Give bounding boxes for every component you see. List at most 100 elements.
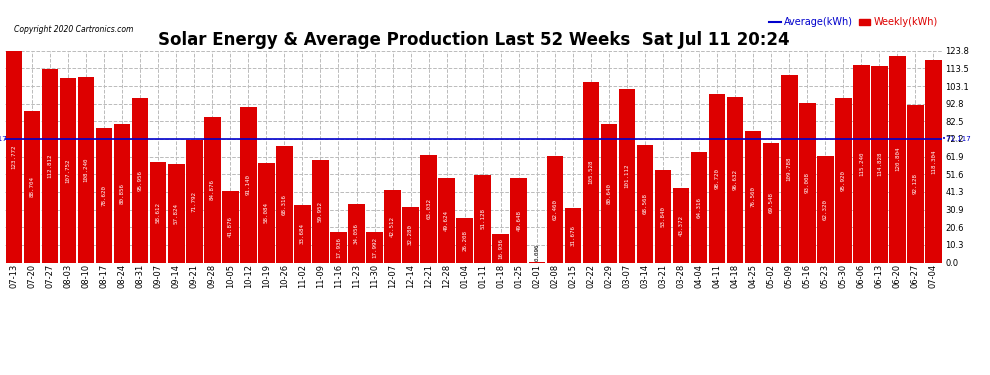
Text: 53.840: 53.840 <box>660 206 665 227</box>
Text: 71.792: 71.792 <box>192 190 197 211</box>
Text: 80.640: 80.640 <box>607 183 612 204</box>
Text: 95.920: 95.920 <box>841 170 845 191</box>
Bar <box>817 156 834 262</box>
Bar <box>889 56 906 262</box>
Bar <box>42 69 58 262</box>
Bar <box>186 140 203 262</box>
Text: 51.128: 51.128 <box>480 208 485 229</box>
Title: Solar Energy & Average Production Last 52 Weeks  Sat Jul 11 20:24: Solar Energy & Average Production Last 5… <box>157 31 790 49</box>
Text: 112.812: 112.812 <box>48 154 52 178</box>
Bar <box>132 98 148 262</box>
Bar <box>6 51 22 262</box>
Text: 33.684: 33.684 <box>300 223 305 244</box>
Bar <box>421 154 437 262</box>
Text: 43.372: 43.372 <box>678 215 683 236</box>
Bar <box>871 66 888 262</box>
Text: 63.032: 63.032 <box>426 198 431 219</box>
Text: 109.788: 109.788 <box>787 156 792 181</box>
Bar <box>204 117 221 262</box>
Bar <box>763 144 779 262</box>
Bar <box>727 97 743 262</box>
Text: 84.876: 84.876 <box>210 179 215 200</box>
Bar <box>709 93 726 262</box>
Bar <box>926 60 941 262</box>
Bar <box>781 75 798 262</box>
Bar <box>258 163 274 262</box>
Text: 114.828: 114.828 <box>877 152 882 177</box>
Text: 95.956: 95.956 <box>138 170 143 191</box>
Text: 105.528: 105.528 <box>588 160 593 184</box>
Text: 96.632: 96.632 <box>733 169 738 190</box>
Text: 98.720: 98.720 <box>715 168 720 189</box>
Bar <box>601 124 617 262</box>
Bar <box>474 175 491 262</box>
Text: 88.704: 88.704 <box>30 176 35 197</box>
Bar <box>331 232 346 262</box>
Bar <box>168 164 184 262</box>
Text: 0.096: 0.096 <box>535 243 540 261</box>
Bar <box>546 156 563 262</box>
Text: •71.117: •71.117 <box>942 136 971 142</box>
Bar <box>240 106 256 262</box>
Text: 41.876: 41.876 <box>228 216 233 237</box>
Bar <box>276 146 293 262</box>
Text: 58.084: 58.084 <box>264 202 269 223</box>
Text: 93.008: 93.008 <box>805 172 810 194</box>
Bar <box>348 204 365 262</box>
Bar <box>24 111 41 262</box>
Text: 101.112: 101.112 <box>625 164 630 188</box>
Bar <box>312 160 329 262</box>
Text: 32.280: 32.280 <box>408 224 413 245</box>
Bar <box>439 178 455 262</box>
Bar <box>691 152 708 262</box>
Text: 34.056: 34.056 <box>354 223 359 244</box>
Text: 64.316: 64.316 <box>697 197 702 218</box>
Bar <box>294 205 311 262</box>
Text: 115.240: 115.240 <box>859 152 864 176</box>
Text: 59.952: 59.952 <box>318 201 323 222</box>
Bar <box>402 207 419 262</box>
Text: 80.856: 80.856 <box>120 183 125 204</box>
Bar <box>673 188 689 262</box>
Bar <box>96 128 113 262</box>
Text: 17.992: 17.992 <box>372 237 377 258</box>
Bar <box>511 177 527 262</box>
Text: 68.568: 68.568 <box>643 194 647 214</box>
Text: 62.460: 62.460 <box>552 198 557 219</box>
Text: 108.240: 108.240 <box>83 158 88 182</box>
Text: Copyright 2020 Cartronics.com: Copyright 2020 Cartronics.com <box>14 25 134 34</box>
Bar <box>799 104 816 262</box>
Bar <box>384 190 401 262</box>
Bar <box>582 82 599 262</box>
Text: 42.512: 42.512 <box>390 216 395 237</box>
Text: 26.208: 26.208 <box>462 230 467 251</box>
Text: 58.612: 58.612 <box>155 202 160 223</box>
Text: 17.936: 17.936 <box>336 237 341 258</box>
Text: 107.752: 107.752 <box>65 158 70 183</box>
Text: 49.624: 49.624 <box>445 210 449 231</box>
Bar <box>637 145 653 262</box>
Bar <box>853 65 869 262</box>
Text: 92.128: 92.128 <box>913 173 918 194</box>
Text: 49.648: 49.648 <box>517 210 522 231</box>
Bar <box>149 162 166 262</box>
Text: 118.304: 118.304 <box>931 149 936 174</box>
Text: •71.117: •71.117 <box>0 136 7 142</box>
Bar <box>492 234 509 262</box>
Text: 123.772: 123.772 <box>12 144 17 169</box>
Bar <box>456 217 473 262</box>
Text: 68.316: 68.316 <box>282 194 287 214</box>
Bar <box>78 77 94 262</box>
Bar <box>619 90 636 262</box>
Text: 62.320: 62.320 <box>823 199 828 220</box>
Text: 31.676: 31.676 <box>570 225 575 246</box>
Bar <box>907 105 924 262</box>
Bar <box>744 132 761 262</box>
Bar <box>114 124 131 262</box>
Bar <box>222 191 239 262</box>
Text: 57.824: 57.824 <box>173 202 179 223</box>
Text: 76.560: 76.560 <box>750 186 755 207</box>
Bar <box>366 232 383 262</box>
Legend: Average(kWh), Weekly(kWh): Average(kWh), Weekly(kWh) <box>769 17 938 27</box>
Text: 120.804: 120.804 <box>895 147 900 171</box>
